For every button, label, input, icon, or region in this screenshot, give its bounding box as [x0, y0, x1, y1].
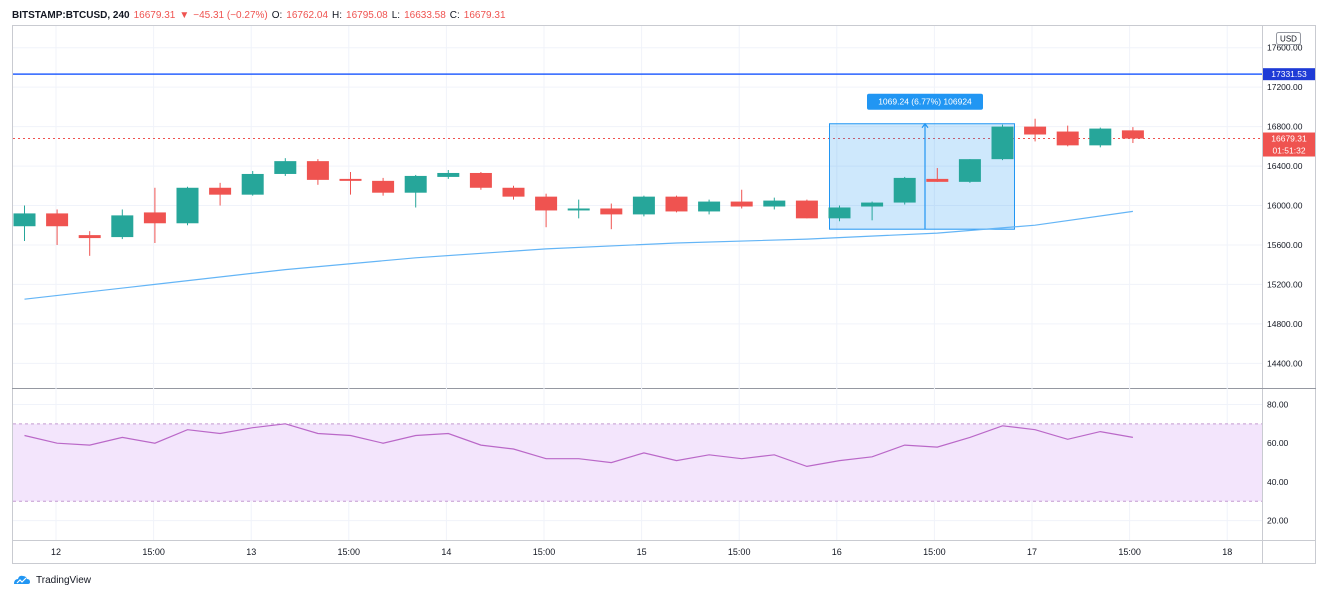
last-price-tag-value: 16679.31 — [1271, 134, 1307, 144]
horizontal-line-price-tag — [1263, 68, 1315, 81]
rsi-tick-label: 40.00 — [1267, 477, 1289, 487]
rsi-axis[interactable]: 80.00 60.00 40.00 20.00 — [1267, 399, 1289, 525]
candle-down — [665, 196, 688, 212]
candle-down — [926, 178, 949, 182]
last-price: 16679.31 — [133, 9, 176, 21]
candle-down — [209, 187, 232, 195]
rsi-line — [24, 423, 1134, 468]
candle-down — [535, 196, 558, 211]
measure-label: 1069.24 (6.77%) 106924 — [878, 97, 972, 107]
time-tick-label: 18 — [1222, 547, 1232, 557]
price-tick-label: 14400.00 — [1267, 358, 1303, 368]
symbol-name[interactable]: BITSTAMP:BTCUSD, 240 — [12, 9, 130, 21]
candle-down — [339, 178, 362, 181]
candle-down — [46, 213, 69, 227]
currency-label[interactable]: USD — [1280, 35, 1297, 44]
moving-average-line — [24, 210, 1133, 300]
price-tick-label: 16400.00 — [1267, 161, 1303, 171]
time-tick-label: 15:00 — [923, 547, 946, 557]
candle-up — [861, 202, 884, 207]
candle-up — [991, 126, 1014, 160]
price-tick-label: 17200.00 — [1267, 82, 1303, 92]
time-tick-label: 15 — [637, 547, 647, 557]
time-axis[interactable]: 12 15:00 13 15:00 14 15:00 15 15:00 16 15:00 17 15:… — [51, 547, 1232, 557]
candle-down — [143, 212, 166, 224]
price-tick-label: 16800.00 — [1267, 122, 1303, 132]
time-tick-label: 15:00 — [142, 547, 165, 557]
rsi-band — [13, 423, 1262, 502]
candle-down — [469, 172, 492, 188]
horizontal-line-price: 17331.53 — [1271, 69, 1307, 79]
candle-down — [1056, 131, 1079, 146]
measure-arrowhead-icon — [921, 122, 929, 129]
change-arrow-icon: ▼ — [179, 9, 190, 21]
candle-down — [600, 208, 623, 215]
time-tick-label: 15:00 — [533, 547, 556, 557]
low-value: 16633.58 — [404, 9, 446, 21]
candle-up — [698, 201, 721, 212]
time-tick-label: 15:00 — [728, 547, 751, 557]
candle-down — [1121, 130, 1144, 139]
candle-up — [893, 177, 916, 203]
rsi-tick-label: 20.00 — [1267, 516, 1289, 526]
candle-down — [1024, 126, 1047, 135]
time-tick-label: 16 — [832, 547, 842, 557]
candle-down — [306, 161, 329, 180]
price-tick-label: 16000.00 — [1267, 201, 1303, 211]
last-price-tag — [1263, 132, 1315, 157]
price-tick-label: 17600.00 — [1267, 43, 1303, 53]
price-tick-label: 15200.00 — [1267, 279, 1303, 289]
rsi-tick-label: 60.00 — [1267, 438, 1289, 448]
open-value: 16762.04 — [286, 9, 329, 21]
open-label: O: — [271, 9, 283, 21]
candle-up — [274, 161, 297, 174]
rsi-tick-label: 80.00 — [1267, 399, 1289, 409]
candle-up — [567, 208, 590, 211]
bar-countdown: 01:51:32 — [1272, 146, 1305, 156]
high-label: H: — [332, 9, 343, 21]
candle-up — [111, 215, 134, 238]
candle-up — [958, 159, 981, 182]
candle-down — [730, 201, 753, 207]
high-value: 16795.08 — [346, 9, 388, 21]
price-tick-label: 14800.00 — [1267, 319, 1303, 329]
price-tick-label: 15600.00 — [1267, 240, 1303, 250]
time-tick-label: 12 — [51, 547, 61, 557]
currency-box[interactable] — [1276, 32, 1301, 45]
low-label: L: — [391, 9, 401, 21]
chart-frame — [12, 25, 1316, 564]
time-tick-label: 15:00 — [338, 547, 361, 557]
time-tick-label: 13 — [246, 547, 256, 557]
candle-up — [763, 200, 786, 207]
candle-up — [828, 207, 851, 219]
candle-up — [404, 175, 427, 193]
price-axis[interactable]: 17600.00 17200.00 16800.00 16400.00 16000.00… — [1267, 43, 1303, 369]
candle-up — [1089, 128, 1112, 146]
candle-up — [241, 173, 264, 195]
candle-up — [176, 187, 199, 224]
footer: TradingView — [12, 572, 91, 588]
candle-down — [795, 200, 818, 219]
symbol-header: BITSTAMP:BTCUSD, 240 16679.31 ▼ −45.31 (… — [12, 8, 506, 22]
candles — [13, 118, 1144, 256]
measure-label-box — [867, 93, 983, 110]
candle-down — [78, 235, 101, 239]
brand-name[interactable]: TradingView — [36, 574, 92, 586]
candle-up — [13, 213, 36, 227]
time-tick-label: 14 — [441, 547, 451, 557]
measure-tool[interactable]: 1069.24 (6.77%) 106924 — [829, 93, 1015, 230]
time-tick-label: 17 — [1027, 547, 1037, 557]
close-label: C: — [449, 9, 460, 21]
candle-down — [372, 180, 395, 193]
time-tick-label: 15:00 — [1118, 547, 1141, 557]
measure-box[interactable] — [829, 123, 1015, 230]
candle-up — [437, 172, 460, 177]
close-value: 16679.31 — [463, 9, 506, 21]
price-change: −45.31 (−0.27%) — [193, 9, 268, 21]
tradingview-logo-icon — [14, 575, 30, 584]
candle-down — [502, 187, 525, 197]
candle-up — [632, 196, 655, 215]
